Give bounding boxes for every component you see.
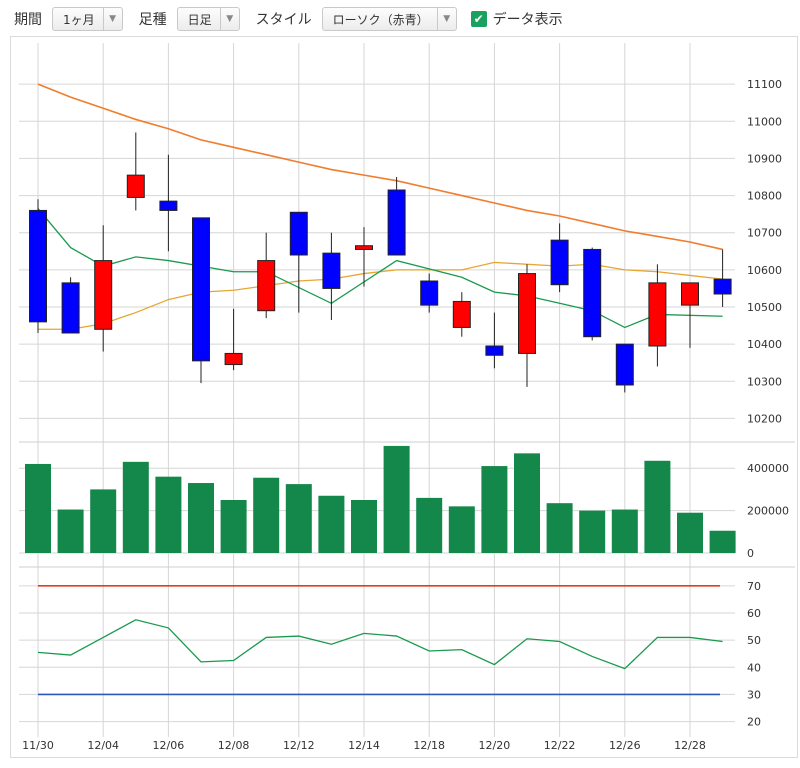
toolbar: 期間 1ヶ月 ▼ 足種 日足 ▼ スタイル ローソク（赤青） ▼ ✔ データ表示 [0, 0, 800, 38]
volume-bar [155, 476, 182, 553]
osc-tick-label: 20 [747, 716, 761, 729]
chevron-down-icon: ▼ [102, 8, 122, 30]
candle-body [550, 239, 569, 286]
x-tick-label: 11/30 [22, 739, 54, 752]
volume-bar [188, 483, 214, 553]
x-tick-label: 12/18 [413, 739, 445, 752]
period-label: 期間 [14, 12, 42, 28]
candle-body [420, 280, 439, 306]
price-tick-label: 10900 [747, 152, 782, 165]
period-select[interactable]: 1ヶ月 ▼ [52, 7, 123, 31]
volume-bar [57, 509, 84, 553]
style-value: ローソク（赤青） [332, 12, 429, 27]
price-tick-label: 11100 [747, 78, 782, 91]
volume-tick-label: 200000 [747, 505, 789, 518]
candle-body [615, 343, 634, 386]
osc-tick-label: 70 [747, 580, 761, 593]
candle-body [29, 209, 47, 323]
candle-body [713, 278, 732, 295]
x-tick-label: 12/28 [674, 739, 706, 752]
data-display-label: データ表示 [492, 12, 563, 28]
volume-tick-label: 400000 [747, 462, 789, 475]
candle-body [583, 248, 602, 338]
volume-bar [611, 509, 638, 553]
candle-body [681, 282, 699, 306]
osc-tick-label: 50 [747, 634, 761, 647]
price-tick-label: 10400 [747, 338, 782, 351]
volume-bar [481, 466, 508, 553]
price-tick-label: 10200 [747, 412, 782, 425]
osc-tick-label: 60 [747, 607, 761, 620]
volume-bar [318, 495, 345, 553]
candle-body [126, 174, 145, 198]
volume-bar [677, 512, 703, 553]
candle-body [648, 282, 667, 347]
chevron-down-icon: ▼ [219, 8, 239, 30]
style-select[interactable]: ローソク（赤青） ▼ [321, 7, 457, 31]
candle-body [94, 260, 113, 330]
bar-type-select[interactable]: 日足 ▼ [176, 7, 240, 31]
candle-body [387, 189, 406, 256]
x-tick-label: 12/20 [479, 739, 511, 752]
candle-body [289, 211, 308, 256]
candle-body [452, 300, 471, 328]
ma-long-line [37, 83, 723, 251]
x-tick-label: 12/12 [283, 739, 315, 752]
candle-body [485, 345, 504, 356]
osc-tick-label: 40 [747, 661, 761, 674]
x-tick-label: 12/26 [609, 739, 641, 752]
chevron-down-icon: ▼ [436, 8, 456, 30]
bar-type-label: 足種 [138, 12, 167, 28]
volume-bar [220, 500, 247, 553]
x-tick-label: 12/22 [544, 739, 576, 752]
candle-body [257, 260, 276, 312]
chart-container: 10200 10300 10400 10500 10600 10700 10800 10900… [10, 36, 798, 758]
candle-body [322, 252, 341, 289]
price-tick-label: 11000 [747, 115, 782, 128]
price-tick-label: 10700 [747, 227, 782, 240]
volume-bar [253, 477, 280, 553]
volume-bar [448, 506, 475, 553]
bar-type-value: 日足 [187, 12, 212, 27]
price-tick-label: 10500 [747, 301, 782, 314]
price-tick-label: 10300 [747, 375, 782, 388]
x-tick-label: 12/14 [348, 739, 380, 752]
stock-chart: 10200 10300 10400 10500 10600 10700 10800 10900… [19, 43, 795, 752]
osc-line [37, 619, 723, 670]
period-value: 1ヶ月 [63, 12, 95, 27]
osc-tick-label: 30 [747, 688, 761, 701]
candle-body [355, 245, 373, 250]
volume-bar [285, 484, 312, 553]
candle-body [61, 282, 80, 334]
price-tick-label: 10600 [747, 264, 782, 277]
volume-bar [579, 510, 606, 553]
volume-bar [644, 460, 671, 553]
ma-mid-line [38, 261, 723, 330]
volume-bar [546, 503, 573, 553]
volume-tick-label: 0 [747, 547, 754, 560]
checkmark-icon: ✔ [473, 12, 484, 26]
volume-bar [122, 461, 149, 553]
candle-body [224, 352, 243, 366]
volume-bar [383, 445, 410, 553]
x-tick-label: 12/08 [218, 739, 250, 752]
ma-short-line [37, 208, 723, 329]
volume-bar [351, 500, 377, 553]
candle-body [159, 200, 178, 211]
data-display-checkbox[interactable]: ✔ [470, 11, 487, 27]
x-tick-label: 12/06 [153, 739, 185, 752]
volume-bar [514, 453, 540, 553]
price-tick-label: 10800 [747, 190, 782, 203]
candle-body [192, 217, 210, 362]
x-tick-label: 12/04 [87, 739, 119, 752]
volume-bar [90, 489, 117, 553]
volume-bar [416, 497, 443, 553]
candle-body [518, 273, 536, 354]
volume-bar [25, 463, 51, 553]
volume-bar [709, 530, 736, 553]
style-label: スタイル [255, 12, 312, 28]
